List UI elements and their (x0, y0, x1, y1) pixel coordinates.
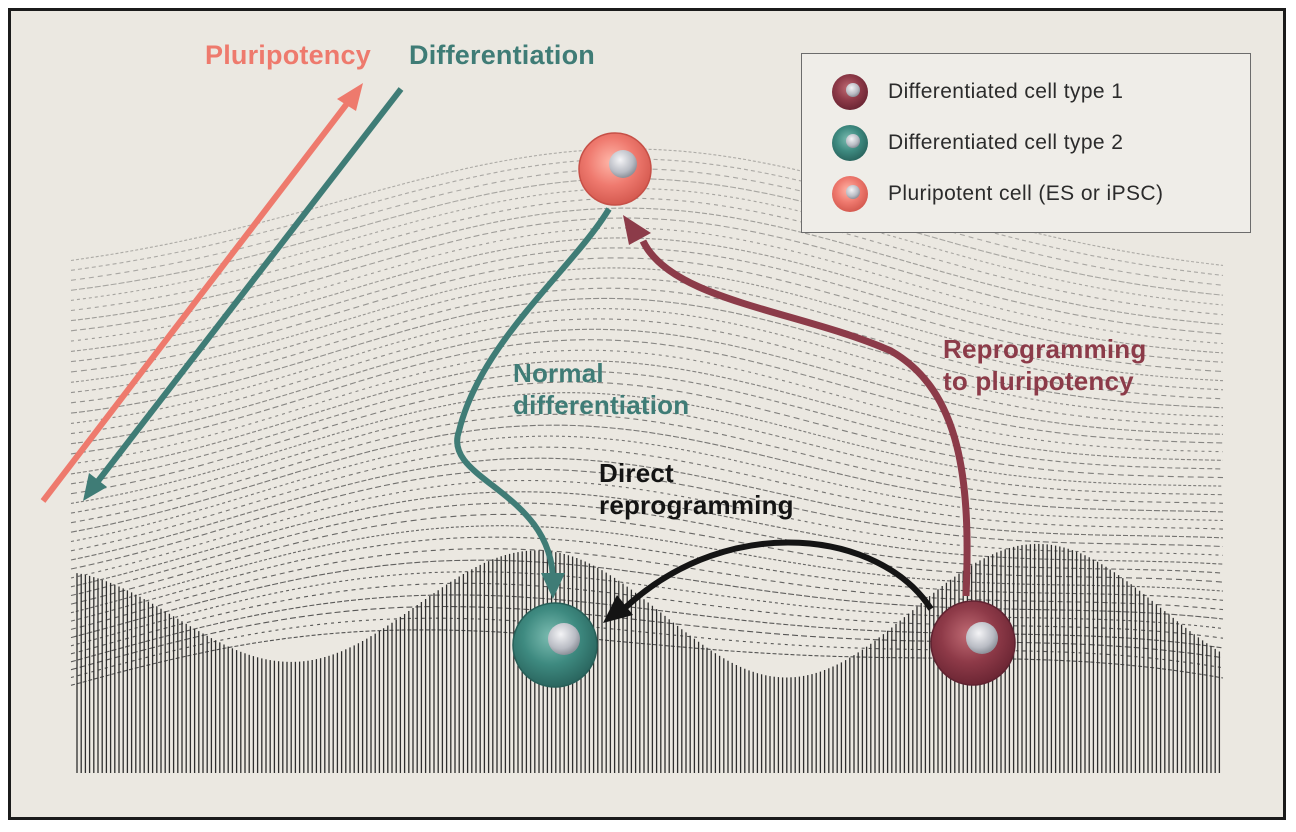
pluripotent-cell-swatch-icon (832, 176, 868, 212)
legend-item-pluripotent: Pluripotent cell (ES or iPSC) (830, 172, 1163, 216)
cell-type-1-swatch-icon (832, 74, 868, 110)
pluripotency-label: Pluripotency (205, 40, 371, 70)
cell-type-2-swatch-icon (832, 125, 868, 161)
differentiation-axis-arrow (92, 87, 404, 487)
waddington-landscape (40, 83, 1224, 773)
reprogramming-to-pluripotency-arrow (639, 239, 971, 597)
reprogramming-arrowhead (623, 215, 651, 245)
differentiation-label: Differentiation (409, 40, 596, 70)
legend-label: Differentiated cell type 1 (888, 80, 1124, 103)
normal-differentiation-arrow (454, 207, 612, 587)
direct-reprogramming-label: Direct reprogramming (599, 458, 794, 520)
legend: Differentiated cell type 1 Differentiate… (801, 53, 1251, 233)
landscape-contour-lines (70, 148, 1224, 686)
direct-reprogramming-arrowhead (603, 595, 633, 623)
differentiated-cell-type-2 (512, 602, 598, 688)
direct-reprogramming-arrow (623, 539, 934, 611)
legend-item-type-2: Differentiated cell type 2 (830, 121, 1123, 165)
legend-label: Differentiated cell type 2 (888, 131, 1124, 154)
legend-label: Pluripotent cell (ES or iPSC) (888, 182, 1164, 205)
differentiation-arrowhead (83, 473, 107, 501)
legend-item-type-1: Differentiated cell type 1 (830, 70, 1123, 114)
pluripotency-axis-arrow (40, 99, 352, 503)
diagram-frame: Pluripotency Differentiation Normal diff… (8, 8, 1286, 820)
pluripotent-cell (578, 132, 652, 206)
normal-differentiation-arrowhead (541, 573, 565, 599)
pluripotency-arrowhead (337, 83, 363, 111)
normal-differentiation-label: Normal differentiation (513, 358, 690, 420)
differentiated-cell-type-1 (930, 600, 1016, 686)
landscape-base-hatching (76, 543, 1221, 773)
reprogramming-to-pluripotency-label: Reprogramming to pluripotency (943, 334, 1147, 396)
